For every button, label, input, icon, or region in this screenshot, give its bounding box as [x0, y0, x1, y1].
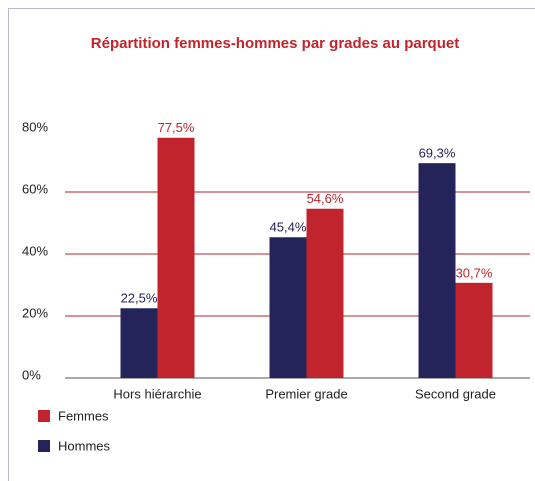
legend-swatch	[38, 410, 50, 422]
bar	[157, 137, 195, 378]
legend-label: Hommes	[58, 438, 111, 453]
bar	[418, 163, 456, 378]
value-label: 22,5%	[121, 291, 158, 306]
legend-label: Femmes	[58, 408, 109, 423]
y-tick-label: 40%	[22, 243, 48, 258]
bar	[455, 282, 493, 378]
chart-title: Répartition femmes-hommes par grades au …	[91, 35, 459, 52]
x-tick-label: Hors hiérarchie	[113, 386, 201, 401]
value-label: 30,7%	[456, 265, 493, 280]
y-tick-label: 80%	[22, 119, 48, 134]
x-tick-label: Premier grade	[265, 386, 347, 401]
value-label: 69,3%	[419, 146, 456, 161]
bar	[120, 308, 158, 378]
value-label: 77,5%	[158, 120, 195, 135]
y-tick-label: 0%	[22, 367, 41, 382]
bar	[306, 208, 344, 378]
y-tick-label: 20%	[22, 305, 48, 320]
value-label: 54,6%	[307, 191, 344, 206]
y-tick-label: 60%	[22, 181, 48, 196]
x-tick-label: Second grade	[415, 386, 496, 401]
legend-swatch	[38, 440, 50, 452]
value-label: 45,4%	[270, 220, 307, 235]
bar	[269, 237, 307, 378]
